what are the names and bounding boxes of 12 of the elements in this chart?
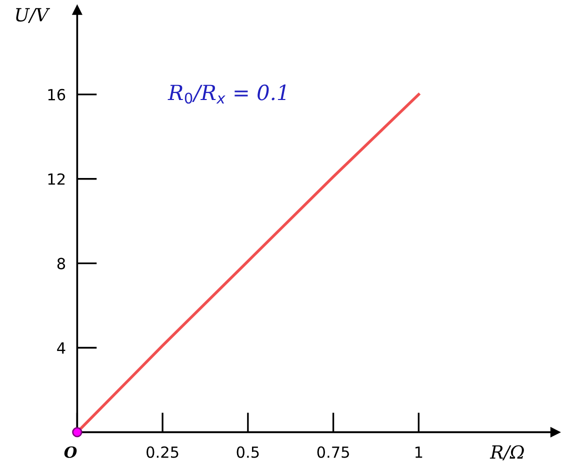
x-tick-label: 0.25 (146, 446, 178, 458)
x-tick-label: O (64, 446, 77, 458)
x-axis-title: R/Ω (490, 445, 524, 460)
annotation: R$_{0}$/R$_{x}$ = 0.1 (168, 84, 286, 104)
y-tick-label: 4 (57, 342, 66, 354)
x-tick-label: 1 (415, 446, 422, 458)
x-tick-label: 0.75 (317, 446, 349, 458)
y-axis-title: U/V (16, 8, 50, 23)
x-tick-label: 0.5 (236, 446, 259, 458)
y-tick-label: 16 (48, 88, 66, 100)
y-tick-label: 12 (48, 173, 65, 185)
y-tick-label: 8 (57, 258, 66, 270)
